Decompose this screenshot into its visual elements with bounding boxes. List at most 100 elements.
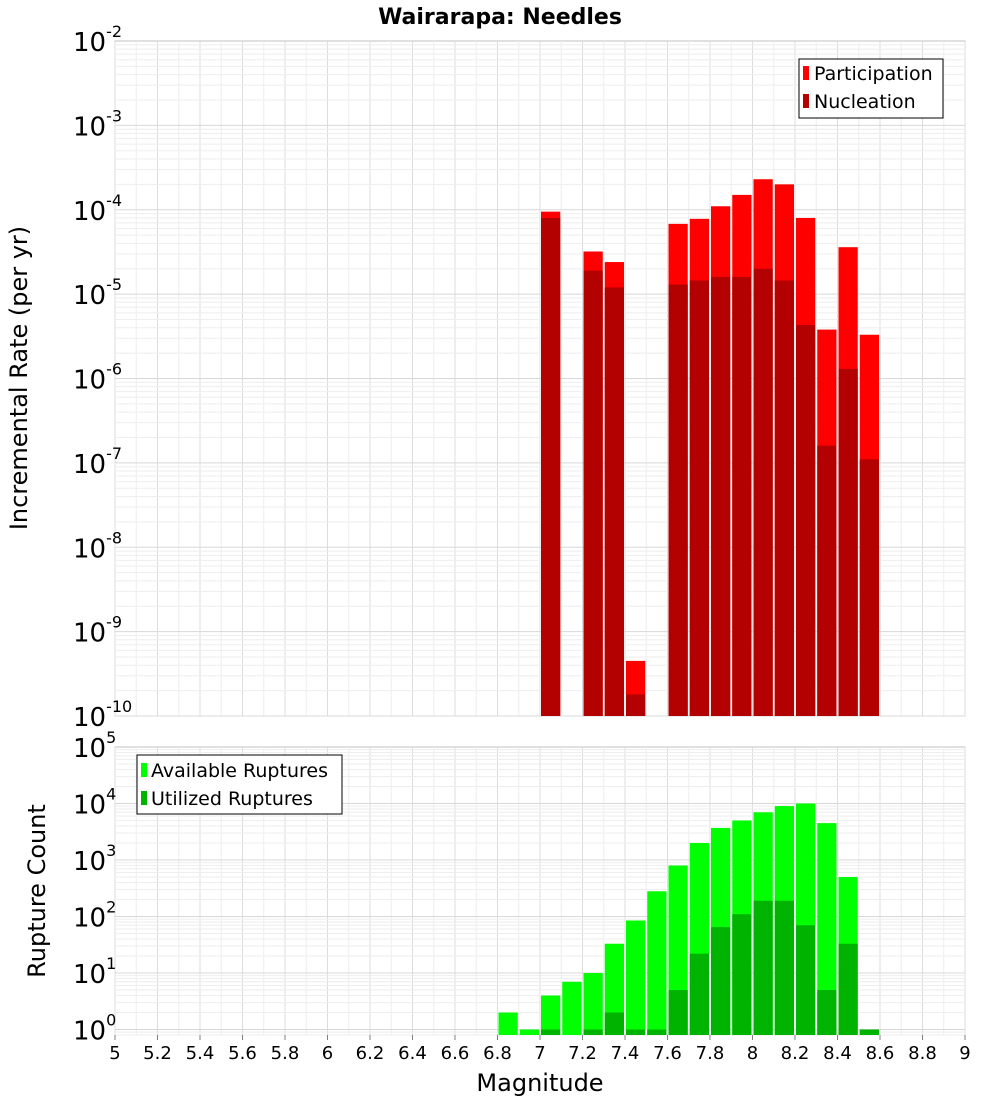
nucleation-bar — [753, 268, 773, 716]
utilized-ruptures-bar — [583, 1029, 603, 1035]
y-tick-label: 10-9 — [73, 613, 122, 649]
count-legend: Available Ruptures Utilized Ruptures — [136, 754, 343, 815]
available-ruptures-bar — [604, 943, 624, 1035]
utilized-ruptures-bar — [541, 1029, 561, 1035]
x-tick-label: 8.4 — [823, 1043, 852, 1064]
utilized-ruptures-bar — [689, 953, 709, 1035]
rate-bars — [541, 179, 879, 717]
y-tick-exponent: -4 — [106, 191, 122, 210]
x-tick-label: 5.6 — [228, 1043, 257, 1064]
y-tick-exponent: 0 — [106, 1011, 116, 1030]
y-tick-label: 102 — [73, 898, 116, 934]
x-tick-label: 7.4 — [611, 1043, 640, 1064]
rate-gridlines — [114, 41, 966, 717]
x-tick-label: 6.6 — [441, 1043, 470, 1064]
x-tick-label: 5 — [109, 1043, 120, 1064]
x-tick-label: 8.8 — [908, 1043, 937, 1064]
y-tick-exponent: -7 — [106, 444, 122, 463]
x-tick-label: 7.2 — [568, 1043, 597, 1064]
x-tick-label: 5.4 — [186, 1043, 215, 1064]
utilized-ruptures-bar — [859, 1029, 879, 1035]
y-tick-label: 103 — [73, 841, 116, 877]
nucleation-bar — [796, 325, 816, 716]
available-ruptures-bar — [626, 920, 646, 1035]
utilized-ruptures-bar — [817, 990, 837, 1035]
x-axis-label: Magnitude — [476, 1069, 603, 1097]
count-y-axis-label: Rupture Count — [23, 804, 51, 978]
x-tick-label: 8 — [747, 1043, 758, 1064]
nucleation-bar — [859, 459, 879, 716]
y-tick-exponent: -8 — [106, 528, 122, 547]
participation-legend-label: Participation — [814, 63, 933, 85]
count-bars — [498, 803, 879, 1035]
nucleation-bar — [583, 270, 603, 716]
utilized-ruptures-bar — [647, 1029, 667, 1035]
utilized-ruptures-bar — [838, 943, 858, 1035]
x-tick-label: 9 — [959, 1043, 970, 1064]
rate-y-axis-label: Incremental Rate (per yr) — [5, 226, 33, 530]
available-ruptures-bar — [647, 891, 667, 1035]
available-ruptures-bar — [817, 823, 837, 1035]
y-tick-exponent: 1 — [106, 954, 116, 973]
nucleation-bar — [626, 694, 646, 716]
nucleation-legend-swatch — [803, 94, 809, 108]
nucleation-bar — [838, 368, 858, 716]
available-ruptures-bar — [583, 973, 603, 1035]
utilized-ruptures-bar — [668, 990, 688, 1035]
rate-legend: Participation Nucleation — [798, 58, 944, 119]
count-y-ticks: 100 101 102 103 1 0 4 105 — [73, 728, 116, 1047]
y-tick-exponent: -2 — [106, 22, 122, 41]
y-tick-label: 10-2 — [73, 22, 122, 58]
y-tick-exponent: 2 — [106, 898, 116, 917]
y-tick-exponent: -9 — [106, 613, 122, 632]
available-ruptures-bar — [541, 995, 561, 1035]
x-tick-label: 5.8 — [271, 1043, 300, 1064]
y-tick-label: 105 — [73, 728, 116, 764]
utilized-ruptures-bar — [732, 914, 752, 1035]
x-tick-label: 7.8 — [696, 1043, 725, 1064]
y-tick-label: 101 — [73, 954, 116, 990]
count-gridlines — [114, 747, 966, 1036]
available-ruptures-bar — [562, 981, 582, 1035]
utilized-ruptures-bar — [711, 927, 731, 1035]
nucleation-bar — [774, 280, 794, 716]
nucleation-legend-label: Nucleation — [814, 91, 916, 113]
utilized-ruptures-bar — [796, 925, 816, 1035]
available-ruptures-bar — [519, 1029, 539, 1035]
nucleation-bar — [817, 445, 837, 716]
available-ruptures-bar — [498, 1012, 518, 1035]
y-tick-label: 10-10 — [73, 697, 132, 733]
magnitude-x-ticks: 5 5.2 5.4 5.6 5.8 6 6.2 6.4 6.6 6.8 7 7.2 7.4 7.6 7.8 8… — [109, 1035, 971, 1064]
nucleation-bar — [732, 276, 752, 716]
y-tick-exponent: 5 — [106, 728, 116, 747]
y-tick-exponent: -5 — [106, 275, 122, 294]
y-tick-exponent: -6 — [106, 360, 122, 379]
count-legend-box — [136, 754, 343, 815]
rate-legend-box — [798, 58, 944, 119]
x-tick-label: 6.4 — [398, 1043, 427, 1064]
nucleation-bar — [604, 287, 624, 716]
y-tick-exponent: 3 — [106, 841, 116, 860]
x-tick-label: 8.6 — [866, 1043, 895, 1064]
utilized-ruptures-legend-swatch — [141, 791, 147, 805]
chart-title: Wairarapa: Needles — [378, 5, 622, 30]
x-tick-label: 7 — [534, 1043, 545, 1064]
x-tick-label: 6.2 — [356, 1043, 385, 1064]
y-tick-exponent: 4 — [106, 785, 116, 804]
utilized-ruptures-bar — [604, 1012, 624, 1035]
nucleation-bar — [711, 276, 731, 716]
y-tick-label: 100 — [73, 1011, 116, 1047]
y-tick-exponent: -10 — [106, 697, 132, 716]
utilized-ruptures-legend-label: Utilized Ruptures — [151, 788, 313, 810]
y-tick-exponent: -3 — [106, 106, 122, 125]
participation-legend-swatch — [803, 66, 809, 80]
x-tick-label: 7.6 — [653, 1043, 682, 1064]
utilized-ruptures-bar — [774, 900, 794, 1035]
x-tick-label: 6.8 — [483, 1043, 512, 1064]
nucleation-bar — [689, 280, 709, 716]
